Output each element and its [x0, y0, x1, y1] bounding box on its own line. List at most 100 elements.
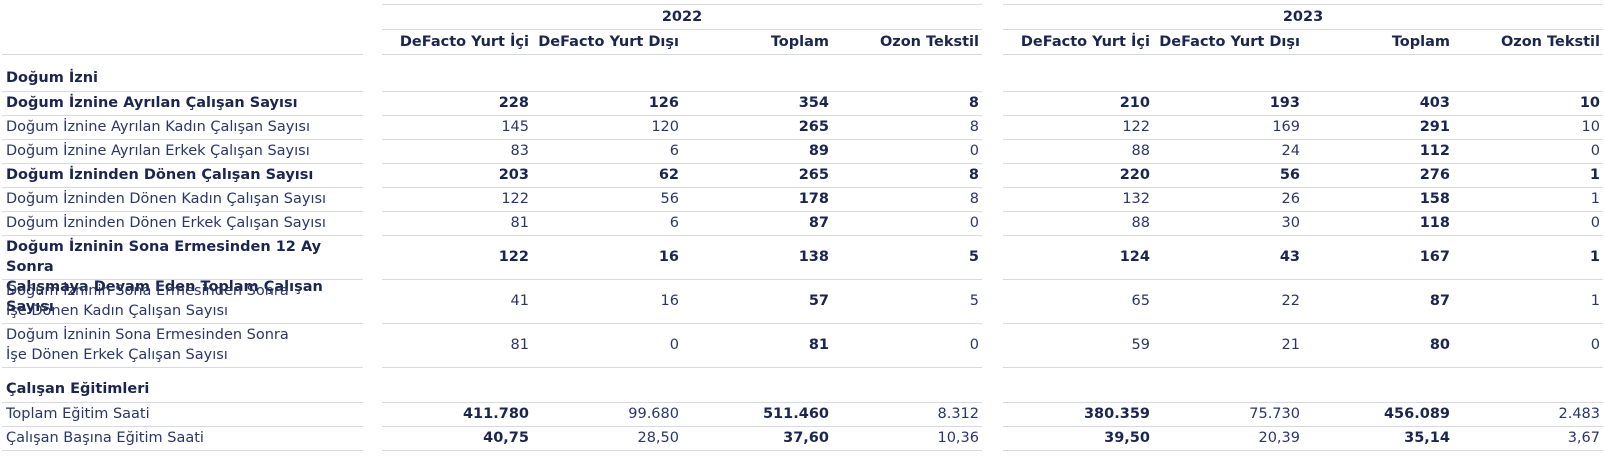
value-cell: 158	[1419, 191, 1450, 207]
column-header: DeFacto Yurt İçi	[1020, 34, 1150, 50]
value-cell: 0	[1590, 337, 1600, 353]
value-cell: 0	[1590, 143, 1600, 159]
value-cell: 87	[808, 215, 829, 231]
row-rule-g2	[1003, 367, 1603, 368]
value-cell: 8	[968, 95, 979, 111]
value-cell: 122	[1122, 119, 1150, 135]
value-cell: 41	[510, 293, 529, 309]
value-cell: 291	[1419, 119, 1450, 135]
value-cell: 8.312	[937, 406, 979, 422]
column-header: DeFacto Yurt İçi	[399, 34, 529, 50]
row-rule-label	[2, 450, 363, 451]
value-cell: 59	[1131, 337, 1150, 353]
year-header-2023: 2023	[1282, 9, 1324, 25]
value-cell: 81	[510, 337, 529, 353]
value-cell: 16	[658, 249, 679, 265]
row-label: Toplam Eğitim Saati	[6, 404, 362, 424]
value-cell: 138	[798, 249, 829, 265]
row-label: Doğum İzninin Sona Ermesinden Sonra İşe D…	[6, 281, 362, 321]
value-cell: 57	[808, 293, 829, 309]
row-label: Doğum İznine Ayrılan Çalışan Sayısı	[6, 93, 362, 113]
value-cell: 20,39	[1258, 430, 1300, 446]
row-label-line: Çalışmaya Devam Eden Toplam Çalışan Sayı…	[6, 279, 323, 315]
value-cell: 28,50	[637, 430, 679, 446]
value-cell: 40,75	[483, 430, 529, 446]
value-cell: 193	[1269, 95, 1300, 111]
year-header-2022: 2022	[661, 9, 703, 25]
value-cell: 24	[1281, 143, 1300, 159]
section-rule-g2	[1003, 91, 1603, 92]
row-label-line: Doğum İzninden Dönen Kadın Çalışan Sayıs…	[6, 191, 327, 207]
row-label-line: Doğum İzninin Sona Ermesinden Sonra	[6, 283, 289, 299]
value-cell: 75.730	[1249, 406, 1300, 422]
row-rule-g2	[1003, 279, 1603, 280]
value-cell: 411.780	[462, 406, 529, 422]
section-rule-g1	[382, 91, 982, 92]
row-rule-g1	[382, 323, 982, 324]
value-cell: 81	[808, 337, 829, 353]
value-cell: 2.483	[1558, 406, 1600, 422]
row-rule-label	[2, 279, 363, 280]
row-label-line: Doğum İzninden Dönen Erkek Çalışan Sayıs…	[6, 215, 326, 231]
value-cell: 0	[969, 143, 979, 159]
row-label-line: Doğum İznine Ayrılan Çalışan Sayısı	[6, 95, 298, 111]
row-label: Doğum İzninden Dönen Çalışan Sayısı	[6, 165, 362, 185]
value-cell: 0	[969, 215, 979, 231]
value-cell: 124	[1119, 249, 1150, 265]
row-rule-g2	[1003, 450, 1603, 451]
row-rule-g2	[1003, 115, 1603, 116]
row-label: Çalışan Başına Eğitim Saati	[6, 428, 362, 448]
column-header: Ozon Tekstil	[1500, 34, 1600, 50]
value-cell: 10	[1581, 119, 1600, 135]
row-rule-g1	[382, 187, 982, 188]
value-cell: 22	[1281, 293, 1300, 309]
value-cell: 0	[1590, 215, 1600, 231]
value-cell: 203	[498, 167, 529, 183]
row-label-line: Doğum İznine Ayrılan Erkek Çalışan Sayıs…	[6, 143, 310, 159]
row-rule-g1	[382, 115, 982, 116]
value-cell: 1	[1589, 249, 1600, 265]
value-cell: 167	[1419, 249, 1450, 265]
section-rule-label	[2, 402, 363, 403]
row-rule-label	[2, 115, 363, 116]
value-cell: 3,67	[1567, 430, 1600, 446]
value-cell: 132	[1122, 191, 1150, 207]
row-label: Doğum İzninin Sona Ermesinden 12 Ay Sonr…	[6, 237, 362, 317]
header-rule-g2	[1003, 54, 1603, 55]
value-cell: 511.460	[762, 406, 829, 422]
row-label: Doğum İzninden Dönen Erkek Çalışan Sayıs…	[6, 213, 362, 233]
value-cell: 87	[1429, 293, 1450, 309]
row-rule-g2	[1003, 426, 1603, 427]
header-rule-g1	[382, 54, 982, 55]
value-cell: 210	[1119, 95, 1150, 111]
value-cell: 35,14	[1404, 430, 1450, 446]
row-label: Doğum İzninden Dönen Kadın Çalışan Sayıs…	[6, 189, 362, 209]
value-cell: 88	[1131, 143, 1150, 159]
row-label-line: İşe Dönen Kadın Çalışan Sayısı	[6, 303, 229, 319]
value-cell: 65	[1131, 293, 1150, 309]
value-cell: 5	[968, 249, 979, 265]
value-cell: 0	[669, 337, 679, 353]
row-label: Doğum İzninin Sona Ermesinden Sonra İşe D…	[6, 325, 362, 365]
value-cell: 456.089	[1383, 406, 1450, 422]
row-rule-g1	[382, 426, 982, 427]
row-rule-g1	[382, 235, 982, 236]
row-rule-label	[2, 187, 363, 188]
row-rule-g1	[382, 450, 982, 451]
value-cell: 81	[510, 215, 529, 231]
row-rule-label	[2, 211, 363, 212]
value-cell: 122	[501, 191, 529, 207]
value-cell: 120	[651, 119, 679, 135]
value-cell: 169	[1272, 119, 1300, 135]
column-header: Toplam	[770, 34, 829, 50]
row-rule-label	[2, 367, 363, 368]
year-rule-g2	[1003, 29, 1603, 30]
value-cell: 56	[660, 191, 679, 207]
value-cell: 16	[660, 293, 679, 309]
row-label-line: Doğum İzninin Sona Ermesinden Sonra	[6, 327, 289, 343]
row-label: Doğum İznine Ayrılan Kadın Çalışan Sayıs…	[6, 117, 362, 137]
row-rule-label	[2, 426, 363, 427]
row-label-line: Doğum İzninden Dönen Çalışan Sayısı	[6, 167, 314, 183]
value-cell: 380.359	[1083, 406, 1150, 422]
